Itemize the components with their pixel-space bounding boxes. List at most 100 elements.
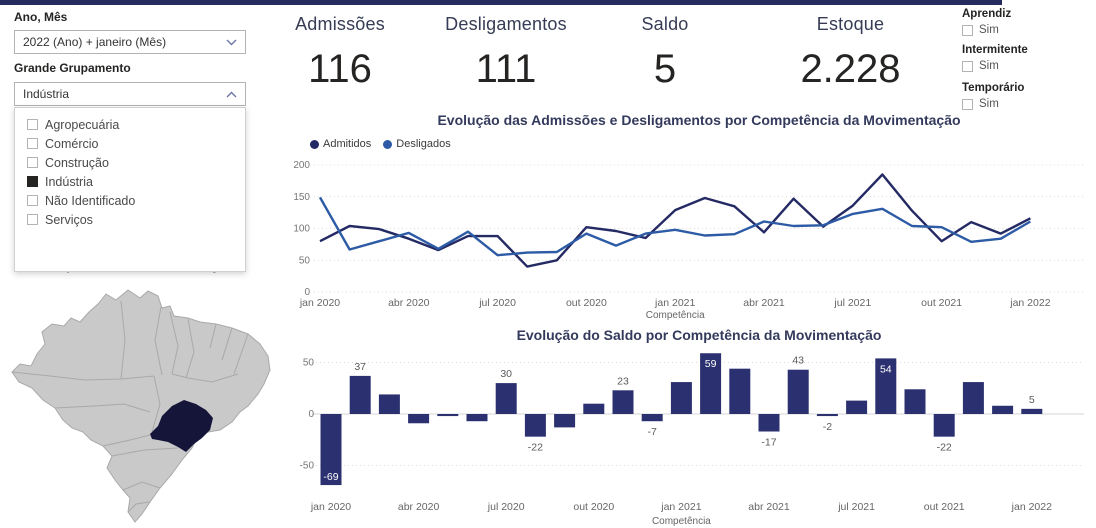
saldo-bar[interactable] (641, 414, 663, 422)
kpi-desligamentos-value: 111 (475, 47, 537, 91)
kpi-desligamentos-label: Desligamentos (445, 14, 567, 34)
grouping-option[interactable]: Agropecuária (15, 115, 245, 134)
checkbox-icon[interactable] (962, 60, 973, 72)
saldo-bar[interactable] (933, 414, 955, 437)
filter-option-sim[interactable]: Sim (962, 60, 1082, 72)
saldo-bar[interactable] (408, 414, 430, 424)
filter-group-intermitente: Intermitente Sim (962, 44, 1082, 72)
brazil-outline[interactable] (11, 289, 271, 523)
bar-data-label: -17 (761, 437, 776, 449)
saldo-bar[interactable] (670, 382, 692, 414)
chevron-down-icon (226, 39, 237, 45)
admitidos-dot-icon (310, 139, 319, 149)
brazil-map (11, 289, 271, 523)
saldo-bar[interactable] (758, 414, 780, 432)
checkbox-icon[interactable] (27, 214, 38, 225)
line-chart-legend: Admitidos Desligados (310, 138, 451, 150)
kpi-admissoes-value: 116 (308, 47, 372, 91)
line-series-desligados[interactable] (318, 196, 1032, 257)
filter-group-aprendiz: Aprendiz Sim (962, 8, 1082, 36)
kpi-saldo-value: 5 (653, 47, 677, 91)
x-axis-title: Competência (646, 310, 705, 321)
year-month-slicer-label: Ano, Mês (14, 10, 68, 24)
checkbox-icon[interactable] (27, 157, 38, 168)
filter-group-temporário: Temporário Sim (962, 82, 1082, 110)
saldo-bar[interactable] (787, 369, 809, 414)
saldo-bar[interactable] (875, 358, 897, 414)
year-month-dropdown[interactable]: 2022 (Ano) + janeiro (Mês) (14, 30, 246, 54)
saldo-bar[interactable] (992, 405, 1014, 414)
saldo-bar[interactable] (524, 414, 546, 437)
saldo-bar[interactable] (320, 414, 342, 486)
checkbox-icon[interactable] (27, 195, 38, 206)
bar-data-label: -22 (937, 442, 952, 454)
bar-data-label: 37 (354, 361, 366, 373)
grouping-option[interactable]: Não Identificado (15, 191, 245, 210)
x-tick-label: abr 2020 (398, 501, 440, 513)
bar-data-label: -2 (823, 421, 832, 433)
bar-data-label: 5 (1029, 394, 1035, 406)
grouping-option-list: Agropecuária Comércio Construção Indústria N… (14, 107, 246, 272)
top-accent-bar (0, 0, 1002, 5)
saldo-bar[interactable] (437, 414, 459, 417)
line-series-admitidos[interactable] (319, 173, 1031, 268)
x-tick-label: jul 2021 (837, 501, 875, 513)
y-tick-label: 200 (293, 160, 310, 171)
filter-label: Intermitente (962, 44, 1028, 56)
filter-option-sim[interactable]: Sim (962, 98, 1082, 110)
saldo-bar[interactable] (700, 353, 722, 414)
legend-item-desligados[interactable]: Desligados (383, 138, 451, 150)
legend-item-admitidos[interactable]: Admitidos (310, 138, 371, 150)
checkbox-icon[interactable] (962, 98, 973, 110)
x-tick-label: jan 2021 (660, 501, 701, 513)
grouping-option[interactable]: Serviços (15, 210, 245, 229)
y-tick-label: 0 (304, 287, 310, 298)
checkbox-icon[interactable] (962, 24, 973, 36)
saldo-bar[interactable] (495, 383, 517, 414)
saldo-bar[interactable] (378, 394, 400, 414)
legend-desligados-label: Desligados (396, 138, 451, 150)
x-tick-label: out 2021 (921, 297, 962, 309)
y-tick-label: 50 (303, 358, 315, 369)
saldo-bar[interactable] (729, 368, 751, 414)
state-minas-gerais[interactable] (150, 400, 213, 452)
saldo-bar[interactable] (583, 403, 605, 414)
checkbox-icon[interactable] (27, 138, 38, 149)
state-borders (11, 300, 249, 513)
saldo-bar[interactable] (846, 400, 868, 414)
grouping-option[interactable]: Construção (15, 153, 245, 172)
saldo-bar[interactable] (1021, 408, 1043, 414)
x-tick-label: jan 2020 (310, 501, 351, 513)
x-tick-label: abr 2021 (743, 297, 785, 309)
kpi-admissoes: Admissões 116 (272, 14, 408, 92)
grouping-option[interactable]: Comércio (15, 134, 245, 153)
checkbox-icon[interactable] (27, 119, 38, 130)
x-tick-label: out 2020 (573, 501, 614, 513)
line-chart[interactable]: 0 50 100 150 200 jan 2020 abr 2020 jul 2020 out … (293, 154, 1092, 321)
saldo-bar[interactable] (612, 390, 634, 414)
bar-chart[interactable]: -50 0 50 -69 37 30 -22 23 -7 59 -17 43 -2 54 -22 5 jan 2… (296, 346, 1092, 528)
filter-option-label: Sim (979, 98, 999, 110)
checkbox-checked-icon[interactable] (27, 176, 38, 187)
bar-data-label: 30 (500, 368, 512, 380)
x-tick-label: out 2021 (924, 501, 965, 513)
saldo-bar[interactable] (349, 375, 371, 414)
saldo-bar[interactable] (962, 382, 984, 414)
grouping-dropdown[interactable]: Indústria (14, 82, 246, 106)
grouping-slicer-label: Grande Grupamento (14, 61, 131, 75)
y-tick-label: 0 (308, 409, 314, 420)
grouping-option[interactable]: Indústria (15, 172, 245, 191)
grouping-dropdown-value: Indústria (23, 87, 70, 101)
grouping-option-label: Não Identificado (45, 193, 136, 208)
x-tick-label: abr 2020 (388, 297, 430, 309)
saldo-bar[interactable] (816, 414, 838, 417)
x-tick-label: jan 2022 (1009, 297, 1050, 309)
saldo-bar[interactable] (904, 389, 926, 414)
saldo-bar[interactable] (466, 414, 488, 422)
saldo-bar[interactable] (554, 414, 576, 428)
x-tick-label: jan 2021 (654, 297, 695, 309)
bar-chart-title: Evolução do Saldo por Competência da Mov… (516, 327, 882, 343)
filter-option-sim[interactable]: Sim (962, 24, 1082, 36)
year-month-dropdown-value: 2022 (Ano) + janeiro (Mês) (23, 35, 167, 49)
